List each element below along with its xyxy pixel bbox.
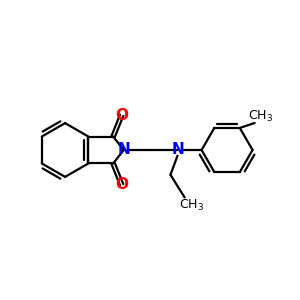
Text: O: O (115, 108, 128, 123)
Text: N: N (171, 142, 184, 158)
Text: O: O (115, 177, 128, 192)
Text: CH$_3$: CH$_3$ (248, 109, 273, 124)
Text: N: N (117, 142, 130, 158)
Text: CH$_3$: CH$_3$ (179, 198, 204, 214)
